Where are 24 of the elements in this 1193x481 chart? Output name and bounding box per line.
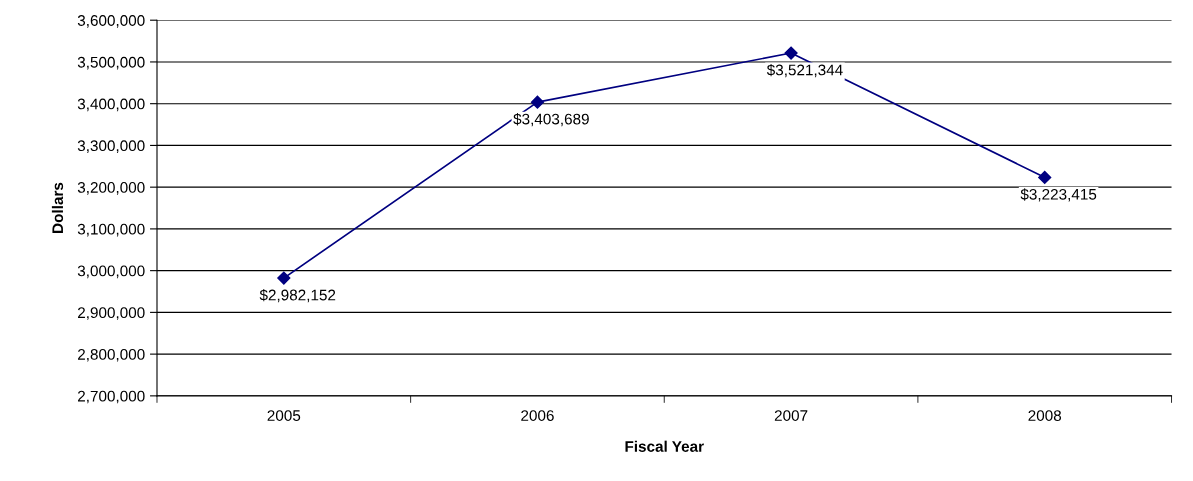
y-tick-label: 3,000,000 (77, 265, 145, 279)
data-label: $3,403,689 (513, 113, 589, 127)
x-tick-label: 2007 (774, 410, 808, 421)
data-label: $2,982,152 (259, 288, 336, 303)
point (530, 95, 545, 109)
x-tick-label: 2006 (521, 410, 554, 421)
y-tick-label: 3,500,000 (77, 56, 145, 70)
point (277, 271, 291, 285)
data-label: $3,223,415 (1020, 188, 1097, 202)
y-axis-title: Dollars (51, 182, 64, 233)
y-tick-label: 3,400,000 (77, 98, 145, 112)
y-tick-label: 3,100,000 (77, 223, 145, 237)
y-tick-label: 3,600,000 (77, 15, 145, 28)
point (1038, 170, 1052, 184)
y-tick-label: 2,800,000 (78, 348, 145, 362)
data-label: $3,521,344 (766, 63, 843, 78)
x-tick-label: 2008 (1028, 410, 1062, 421)
x-tick-label: 2005 (267, 410, 301, 421)
y-tick-label: 3,300,000 (77, 140, 145, 153)
x-axis-title: Fiscal Year (625, 440, 704, 452)
y-tick-label: 3,200,000 (77, 182, 145, 195)
y-tick-label: 2,700,000 (78, 390, 145, 404)
y-tick-label: 2,900,000 (78, 307, 145, 320)
point (784, 46, 798, 60)
